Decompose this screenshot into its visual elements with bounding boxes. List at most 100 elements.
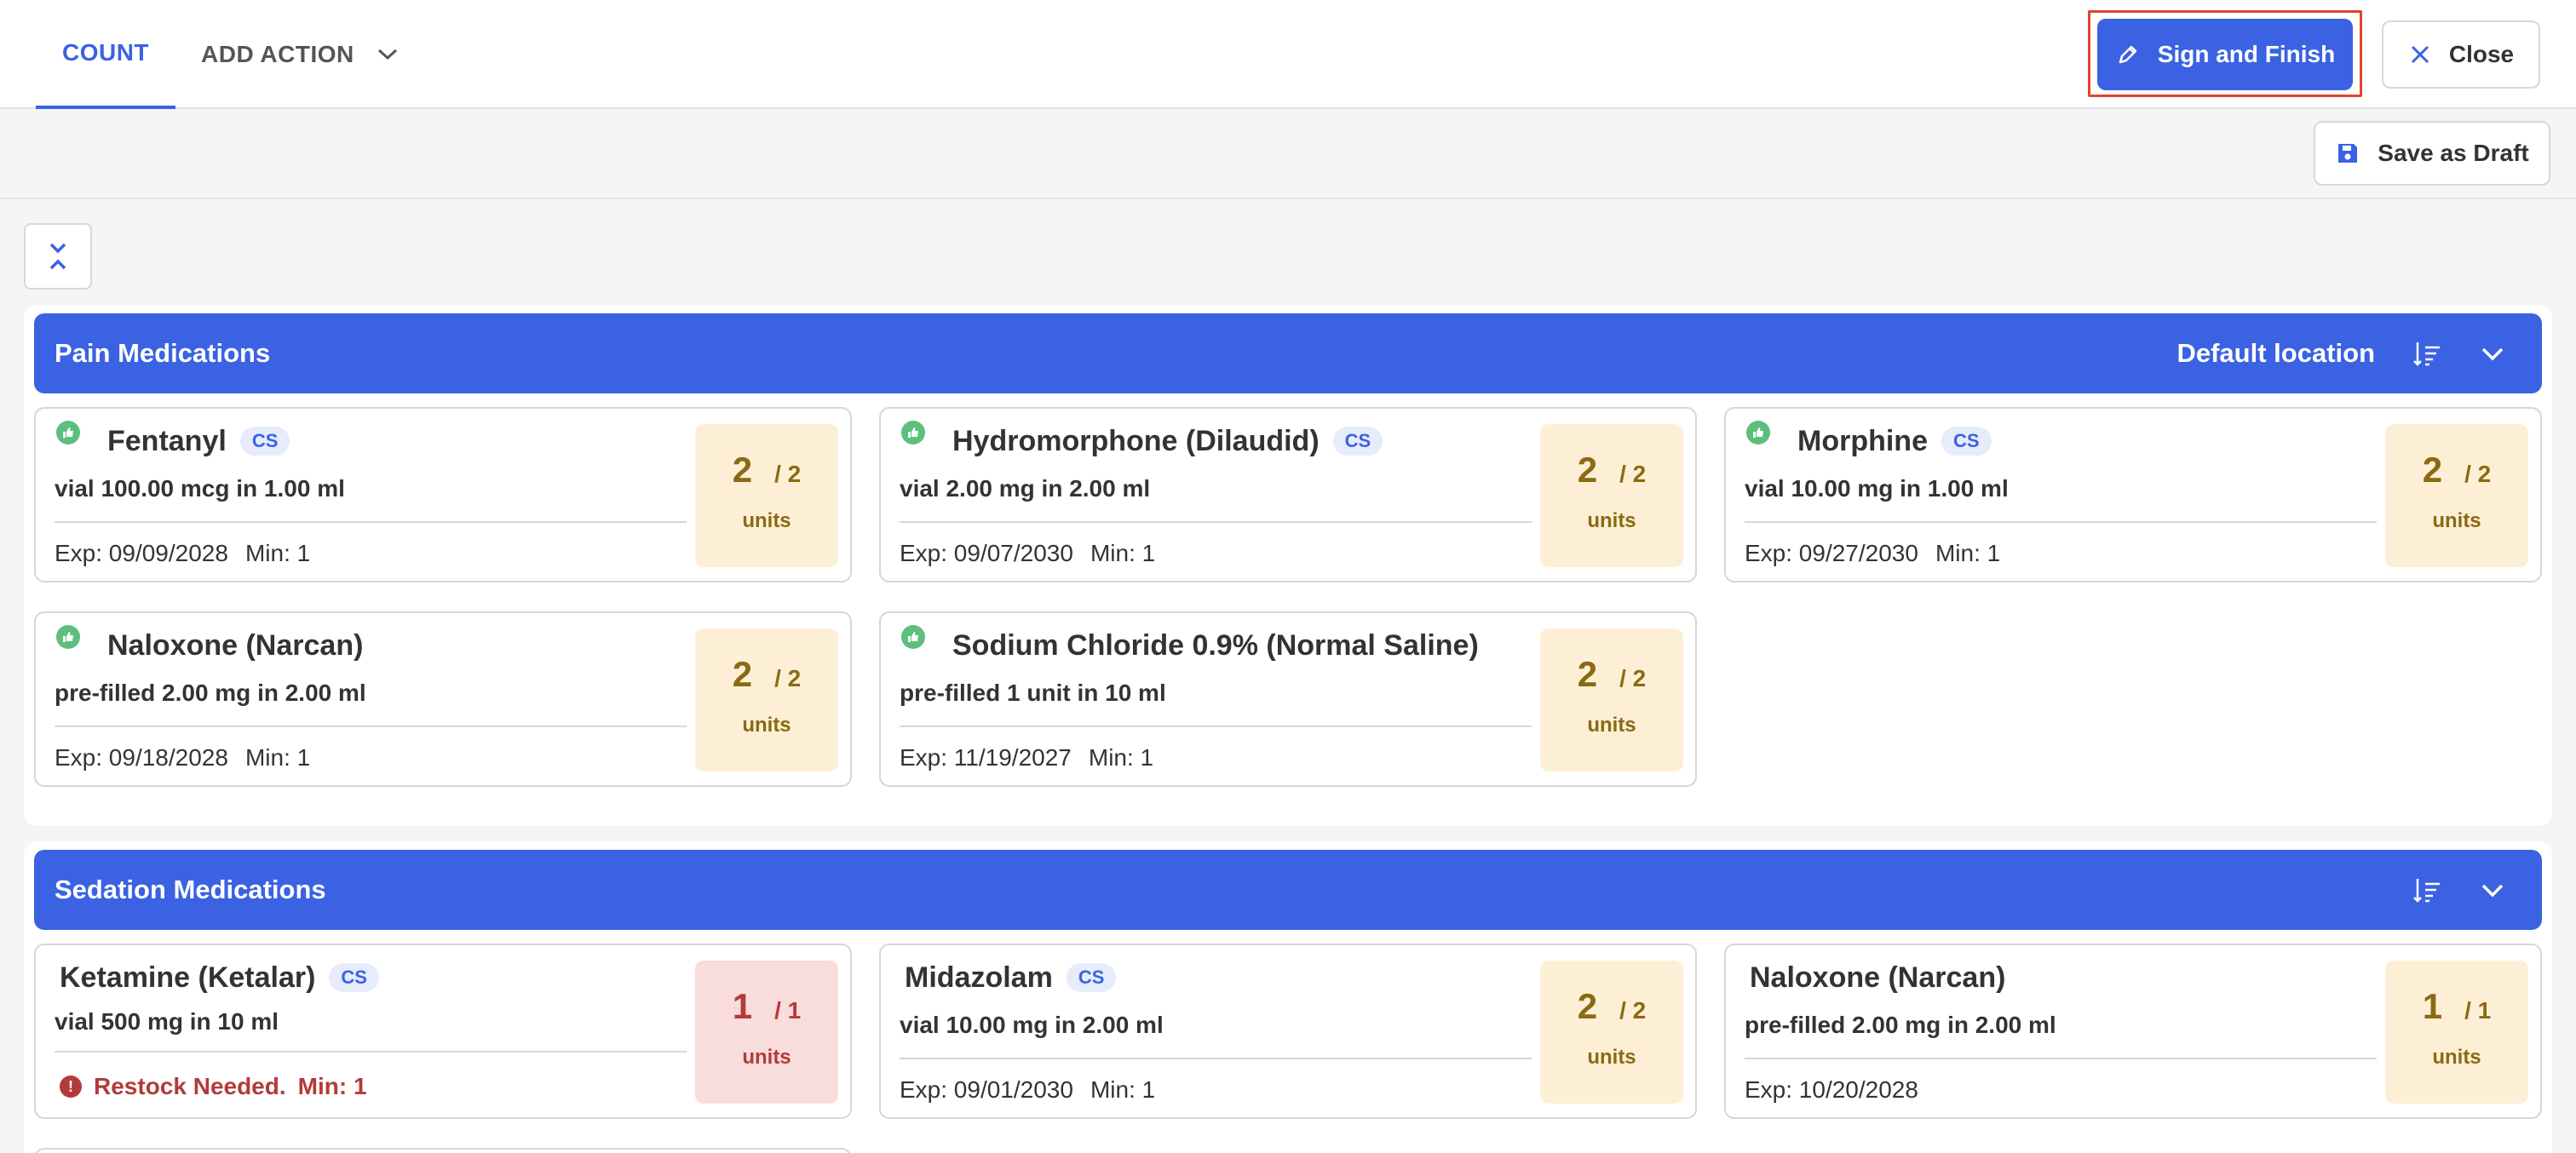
medication-name-text: Naloxone (Narcan) bbox=[1750, 961, 2006, 994]
divider bbox=[900, 1058, 1532, 1059]
quantity-box[interactable]: 2 / 2 units bbox=[1540, 961, 1683, 1104]
min-qty: Min: 1 bbox=[244, 540, 311, 566]
medication-card[interactable] bbox=[34, 1148, 852, 1153]
units-label: units bbox=[742, 1046, 791, 1069]
medication-name: Naloxone (Narcan) bbox=[107, 627, 363, 664]
medication-desc: vial 10.00 mg in 1.00 ml bbox=[1745, 475, 2009, 502]
expiry-info: Exp: 09/09/2028 Min: 1 bbox=[55, 540, 310, 567]
section-title: Pain Medications bbox=[55, 338, 271, 368]
count-current: 2 bbox=[1577, 654, 1598, 694]
expiry-date: Exp: 10/20/2028 bbox=[1745, 1076, 1918, 1103]
medication-card[interactable]: Sodium Chloride 0.9% (Normal Saline) pre… bbox=[879, 611, 1697, 787]
min-qty: Min: 1 bbox=[1090, 1076, 1156, 1103]
pain-medications-header[interactable]: Pain Medications Default location bbox=[34, 313, 2542, 393]
medication-name: Sodium Chloride 0.9% (Normal Saline) bbox=[952, 627, 1479, 664]
floppy-disk-icon bbox=[2338, 144, 2358, 163]
sort-icon[interactable] bbox=[2412, 339, 2441, 368]
medication-card[interactable]: Fentanyl CS vial 100.00 mcg in 1.00 ml Ex… bbox=[34, 407, 852, 582]
save-as-draft-button[interactable]: Save as Draft bbox=[2314, 121, 2550, 186]
min-qty: Min: 1 bbox=[1935, 540, 2001, 566]
units-label: units bbox=[1587, 509, 1636, 532]
medication-desc: vial 10.00 mg in 2.00 ml bbox=[900, 1012, 1164, 1038]
expiry-info: Exp: 09/01/2030 Min: 1 bbox=[900, 1076, 1155, 1104]
quantity-box[interactable]: 2 / 2 units bbox=[1540, 628, 1683, 772]
sedation-medications-header[interactable]: Sedation Medications bbox=[34, 850, 2542, 930]
chevron-down-icon[interactable] bbox=[2479, 877, 2506, 904]
cs-badge: CS bbox=[1066, 963, 1117, 992]
quantity-box[interactable]: 2 / 2 units bbox=[695, 424, 838, 567]
quantity-box[interactable]: 2 / 2 units bbox=[695, 628, 838, 772]
expiry-date: Exp: 11/19/2027 bbox=[900, 744, 1072, 771]
restock-warning: ! Restock Needed. Min: 1 bbox=[60, 1073, 367, 1100]
tab-add-action-label: ADD ACTION bbox=[201, 41, 354, 67]
units-label: units bbox=[1587, 1046, 1636, 1069]
restock-text: Restock Needed. bbox=[94, 1073, 286, 1099]
count-total: / 2 bbox=[2464, 461, 2492, 487]
medication-desc: pre-filled 2.00 mg in 2.00 ml bbox=[1745, 1012, 2056, 1038]
count-current: 1 bbox=[2422, 986, 2443, 1026]
min-qty: Min: 1 bbox=[244, 744, 311, 771]
medication-card[interactable]: Morphine CS vial 10.00 mg in 1.00 ml Exp:… bbox=[1724, 407, 2542, 582]
pencil-icon bbox=[2119, 45, 2137, 64]
expiry-info: Exp: 09/27/2030 Min: 1 bbox=[1745, 540, 2000, 567]
medication-card[interactable]: Midazolam CS vial 10.00 mg in 2.00 ml Exp… bbox=[879, 944, 1697, 1119]
thumbs-up-icon bbox=[56, 421, 80, 445]
chevron-down-icon bbox=[377, 49, 397, 60]
divider bbox=[1745, 521, 2377, 523]
sign-and-finish-label: Sign and Finish bbox=[2157, 41, 2336, 67]
close-label: Close bbox=[2448, 41, 2515, 67]
count-total: / 2 bbox=[1619, 461, 1647, 487]
quantity-box[interactable]: 2 / 2 units bbox=[2385, 424, 2528, 567]
expiry-date: Exp: 09/27/2030 bbox=[1745, 540, 1918, 566]
quantity-box[interactable]: 1 / 1 units bbox=[695, 961, 838, 1104]
count-value: 2 / 2 bbox=[695, 450, 838, 490]
count-total: / 2 bbox=[774, 665, 802, 691]
medication-desc: vial 500 mg in 10 ml bbox=[55, 1008, 279, 1035]
units-label: units bbox=[742, 509, 791, 532]
medication-name-text: Sodium Chloride 0.9% (Normal Saline) bbox=[952, 628, 1479, 662]
divider bbox=[55, 726, 687, 727]
tab-add-action[interactable]: ADD ACTION bbox=[201, 0, 399, 109]
medication-card[interactable]: Naloxone (Narcan) pre-filled 2.00 mg in … bbox=[34, 611, 852, 787]
medication-name: Ketamine (Ketalar) CS bbox=[60, 959, 379, 996]
count-value: 2 / 2 bbox=[1540, 986, 1683, 1027]
close-icon bbox=[2411, 45, 2429, 64]
quantity-box[interactable]: 2 / 2 units bbox=[1540, 424, 1683, 567]
count-total: / 2 bbox=[1619, 665, 1647, 691]
close-button[interactable]: Close bbox=[2382, 20, 2540, 89]
divider bbox=[900, 726, 1532, 727]
medication-card[interactable]: Hydromorphone (Dilaudid) CS vial 2.00 mg … bbox=[879, 407, 1697, 582]
sign-and-finish-button[interactable]: Sign and Finish bbox=[2097, 19, 2353, 90]
units-label: units bbox=[1587, 714, 1636, 737]
divider bbox=[900, 521, 1532, 523]
medication-name: Hydromorphone (Dilaudid) CS bbox=[952, 422, 1383, 460]
chevron-down-icon[interactable] bbox=[2479, 341, 2506, 368]
expiry-date: Exp: 09/09/2028 bbox=[55, 540, 228, 566]
quantity-box[interactable]: 1 / 1 units bbox=[2385, 961, 2528, 1104]
count-current: 2 bbox=[732, 654, 753, 694]
alert-icon: ! bbox=[60, 1076, 82, 1098]
divider bbox=[1745, 1058, 2377, 1059]
medication-card[interactable]: Ketamine (Ketalar) CS vial 500 mg in 10 m… bbox=[34, 944, 852, 1119]
count-total: / 1 bbox=[774, 997, 802, 1024]
medication-name: Morphine CS bbox=[1797, 422, 1992, 460]
expiry-info: Exp: 11/19/2027 Min: 1 bbox=[900, 744, 1153, 772]
units-label: units bbox=[742, 714, 791, 737]
collapse-all-button[interactable] bbox=[24, 223, 92, 290]
count-value: 1 / 1 bbox=[695, 986, 838, 1027]
expiry-date: Exp: 09/01/2030 bbox=[900, 1076, 1073, 1103]
count-value: 2 / 2 bbox=[695, 654, 838, 695]
count-value: 2 / 2 bbox=[1540, 450, 1683, 490]
count-current: 2 bbox=[732, 450, 753, 490]
medication-card[interactable]: Naloxone (Narcan) pre-filled 2.00 mg in … bbox=[1724, 944, 2542, 1119]
section-location[interactable]: Default location bbox=[2176, 338, 2375, 368]
thumbs-up-icon bbox=[1746, 421, 1770, 445]
sort-icon[interactable] bbox=[2412, 875, 2441, 904]
count-current: 2 bbox=[2422, 450, 2443, 490]
collapse-all-icon bbox=[49, 243, 66, 270]
count-current: 2 bbox=[1577, 450, 1598, 490]
cs-badge: CS bbox=[239, 427, 290, 456]
tab-count[interactable]: COUNT bbox=[36, 0, 175, 109]
cs-badge: CS bbox=[1941, 427, 1992, 456]
medication-name: Midazolam CS bbox=[905, 959, 1117, 996]
